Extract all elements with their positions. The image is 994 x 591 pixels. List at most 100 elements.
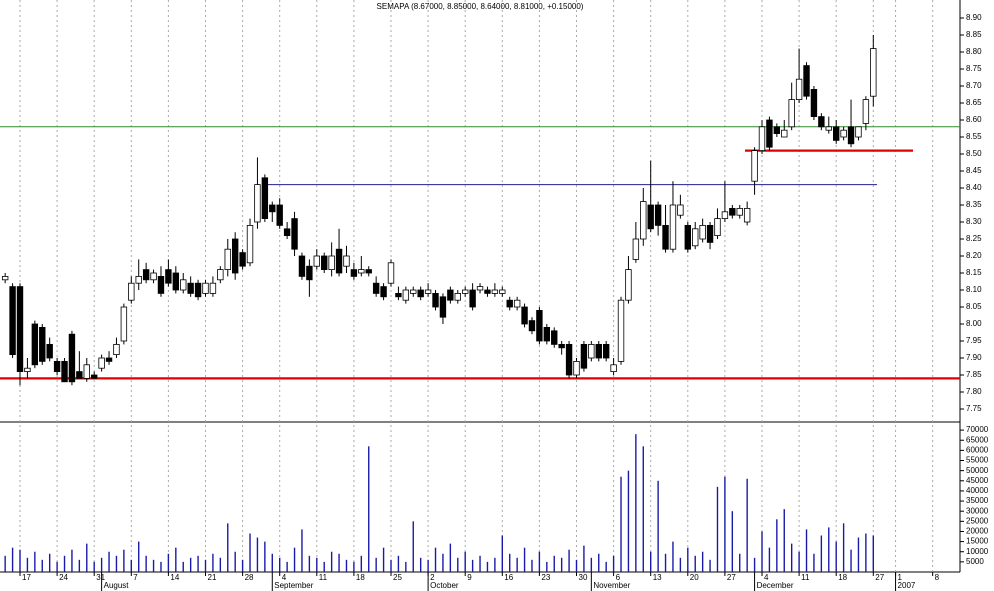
y-tick-label: 8.35: [966, 200, 982, 209]
candle-body: [580, 343, 588, 369]
candle-body: [870, 48, 877, 97]
x-tick-label: 18: [838, 573, 847, 582]
candle-body: [692, 228, 699, 247]
candle-body: [684, 224, 691, 250]
candle-body: [328, 255, 335, 270]
candle-body: [743, 207, 751, 223]
candle-body: [439, 296, 447, 318]
y-tick-label: 7.75: [966, 404, 982, 413]
volume-tick-label: 40000: [966, 486, 989, 495]
x-tick-label: 9: [467, 573, 472, 582]
candle-body: [729, 207, 736, 216]
x-tick-label: 1: [898, 573, 903, 582]
y-tick-label: 8.10: [966, 285, 982, 294]
candle-body: [269, 204, 276, 213]
candle-body: [180, 279, 187, 291]
candle-body: [254, 184, 261, 223]
y-tick-label: 8.15: [966, 268, 982, 277]
candle-body: [68, 333, 76, 383]
candle-body: [521, 306, 528, 325]
candle-body: [588, 343, 595, 359]
candle-body: [380, 286, 387, 298]
candle-body: [402, 289, 410, 301]
x-tick-label: 31: [96, 573, 105, 582]
volume-tick-label: 25000: [966, 516, 989, 525]
volume-tick-label: 20000: [966, 527, 989, 536]
candle-body: [217, 269, 224, 281]
volume-tick-label: 50000: [966, 466, 989, 475]
candle-body: [135, 275, 142, 284]
candle-body: [83, 364, 90, 379]
candle-body: [261, 177, 269, 220]
candle-body: [558, 343, 565, 349]
volume-tick-label: 55000: [966, 456, 989, 465]
candle-body: [647, 204, 654, 230]
candle-body: [595, 343, 602, 359]
x-tick-label: 17: [22, 573, 31, 582]
candle-body: [239, 252, 246, 267]
candle-body: [9, 286, 16, 356]
volume-tick-label: 60000: [966, 445, 989, 454]
candle-body: [424, 289, 432, 294]
volume-tick-label: 70000: [966, 425, 989, 434]
candle-body: [417, 289, 424, 298]
y-tick-label: 8.75: [966, 64, 982, 73]
candle-body: [788, 99, 795, 128]
candle-body: [24, 367, 31, 373]
candle-body: [714, 218, 721, 237]
candle-body: [283, 228, 291, 237]
y-tick-label: 8.05: [966, 302, 982, 311]
candle-body: [476, 286, 484, 291]
y-tick-label: 8.85: [966, 30, 982, 39]
x-tick-label: 24: [59, 573, 68, 582]
candle-body: [276, 204, 283, 226]
candle-body: [298, 255, 306, 277]
candle-body: [187, 282, 194, 294]
candle-body: [810, 89, 818, 118]
candle-body: [825, 126, 832, 131]
volume-tick-label: 5000: [966, 557, 984, 566]
candle-body: [669, 204, 677, 250]
candle-body: [454, 292, 461, 301]
candle-body: [46, 343, 53, 359]
candle-body: [202, 282, 209, 294]
x-tick-label: 8: [935, 573, 940, 582]
candle-body: [306, 265, 313, 281]
month-label: August: [104, 581, 130, 590]
volume-tick-label: 15000: [966, 537, 989, 546]
y-tick-label: 8.65: [966, 98, 982, 107]
candle-body: [469, 289, 476, 308]
candle-body: [447, 289, 454, 301]
candle-body: [499, 289, 506, 294]
candle-body: [157, 275, 165, 294]
month-label: September: [274, 581, 313, 590]
candle-body: [640, 201, 647, 240]
candle-body: [847, 126, 855, 145]
candle-body: [350, 269, 358, 277]
candle-body: [291, 218, 298, 250]
candle-body: [543, 326, 551, 342]
volume-tick-label: 65000: [966, 435, 989, 444]
x-tick-label: 21: [208, 573, 217, 582]
x-tick-label: 7: [133, 573, 138, 582]
y-tick-label: 7.95: [966, 336, 982, 345]
candle-body: [335, 248, 343, 274]
candle-body: [224, 248, 231, 270]
candle-body: [150, 272, 157, 281]
candle-body: [751, 150, 758, 182]
y-tick-label: 7.85: [966, 370, 982, 379]
candle-body: [513, 299, 521, 308]
candle-body: [76, 371, 83, 379]
candle-body: [395, 292, 402, 298]
x-tick-label: 20: [690, 573, 699, 582]
x-tick-label: 27: [727, 573, 736, 582]
volume-tick-label: 45000: [966, 476, 989, 485]
candle-body: [654, 204, 662, 226]
candle-body: [231, 238, 239, 274]
candle-body: [31, 323, 39, 366]
volume-tick-label: 35000: [966, 496, 989, 505]
volume-tick-label: 10000: [966, 547, 989, 556]
candle-body: [758, 126, 766, 152]
candle-body: [625, 269, 632, 301]
